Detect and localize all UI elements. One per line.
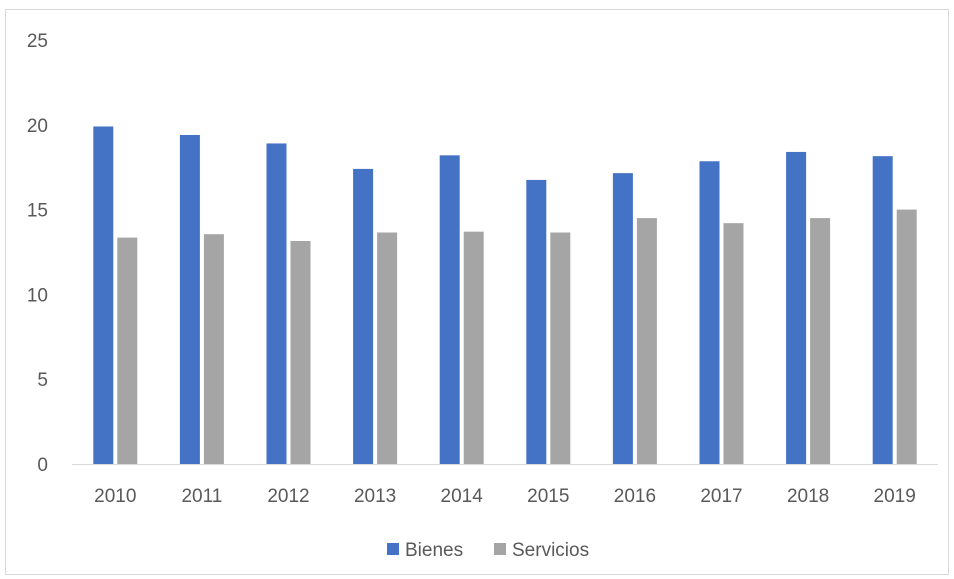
y-tick-label: 25 <box>27 31 48 52</box>
bar-servicios-2012 <box>290 240 311 464</box>
bar-servicios-2017 <box>723 223 744 464</box>
bar-bienes-2014 <box>439 155 460 464</box>
bar-bienes-2013 <box>353 168 374 464</box>
x-tick-label: 2014 <box>441 486 484 507</box>
y-tick-label: 20 <box>27 116 48 137</box>
bar-bienes-2011 <box>179 134 200 464</box>
bar-bienes-2018 <box>786 151 807 464</box>
legend-label-bienes: Bienes <box>405 540 463 561</box>
x-tick-label: 2011 <box>181 486 222 507</box>
bars <box>93 126 917 465</box>
bar-servicios-2013 <box>377 232 398 464</box>
bar-bienes-2015 <box>526 179 547 465</box>
x-tick-label: 2016 <box>614 486 656 507</box>
bar-bienes-2012 <box>266 143 287 464</box>
bar-servicios-2011 <box>203 234 224 464</box>
y-tick-label: 0 <box>37 455 48 476</box>
bar-bienes-2016 <box>612 173 633 465</box>
x-tick-label: 2019 <box>874 486 916 507</box>
bar-servicios-2015 <box>550 232 571 464</box>
legend-swatch-bienes <box>387 543 399 555</box>
bar-bienes-2019 <box>872 156 893 464</box>
x-tick-label: 2018 <box>787 486 829 507</box>
bar-servicios-2019 <box>896 209 917 464</box>
y-tick-label: 15 <box>27 201 48 222</box>
bar-bienes-2017 <box>699 161 720 465</box>
bar-bienes-2010 <box>93 126 114 464</box>
legend: Bienes Servicios <box>387 540 589 561</box>
x-tick-label: 2017 <box>700 486 742 507</box>
x-tick-label: 2013 <box>354 486 396 507</box>
legend-swatch-servicios <box>494 543 506 555</box>
legend-label-servicios: Servicios <box>512 540 589 561</box>
bar-servicios-2010 <box>117 237 138 464</box>
y-tick-label: 5 <box>37 370 48 391</box>
y-axis: 0 5 10 15 20 25 <box>27 31 48 476</box>
x-tick-label: 2015 <box>527 486 569 507</box>
y-tick-label: 10 <box>27 285 48 306</box>
x-tick-label: 2012 <box>267 486 309 507</box>
bar-servicios-2014 <box>463 231 484 464</box>
x-axis: 2010 2011 2012 2013 2014 2015 2016 2017 2018 2019 <box>72 464 938 507</box>
bar-servicios-2016 <box>636 218 657 464</box>
x-tick-label: 2010 <box>94 486 136 507</box>
bar-servicios-2018 <box>810 218 831 464</box>
